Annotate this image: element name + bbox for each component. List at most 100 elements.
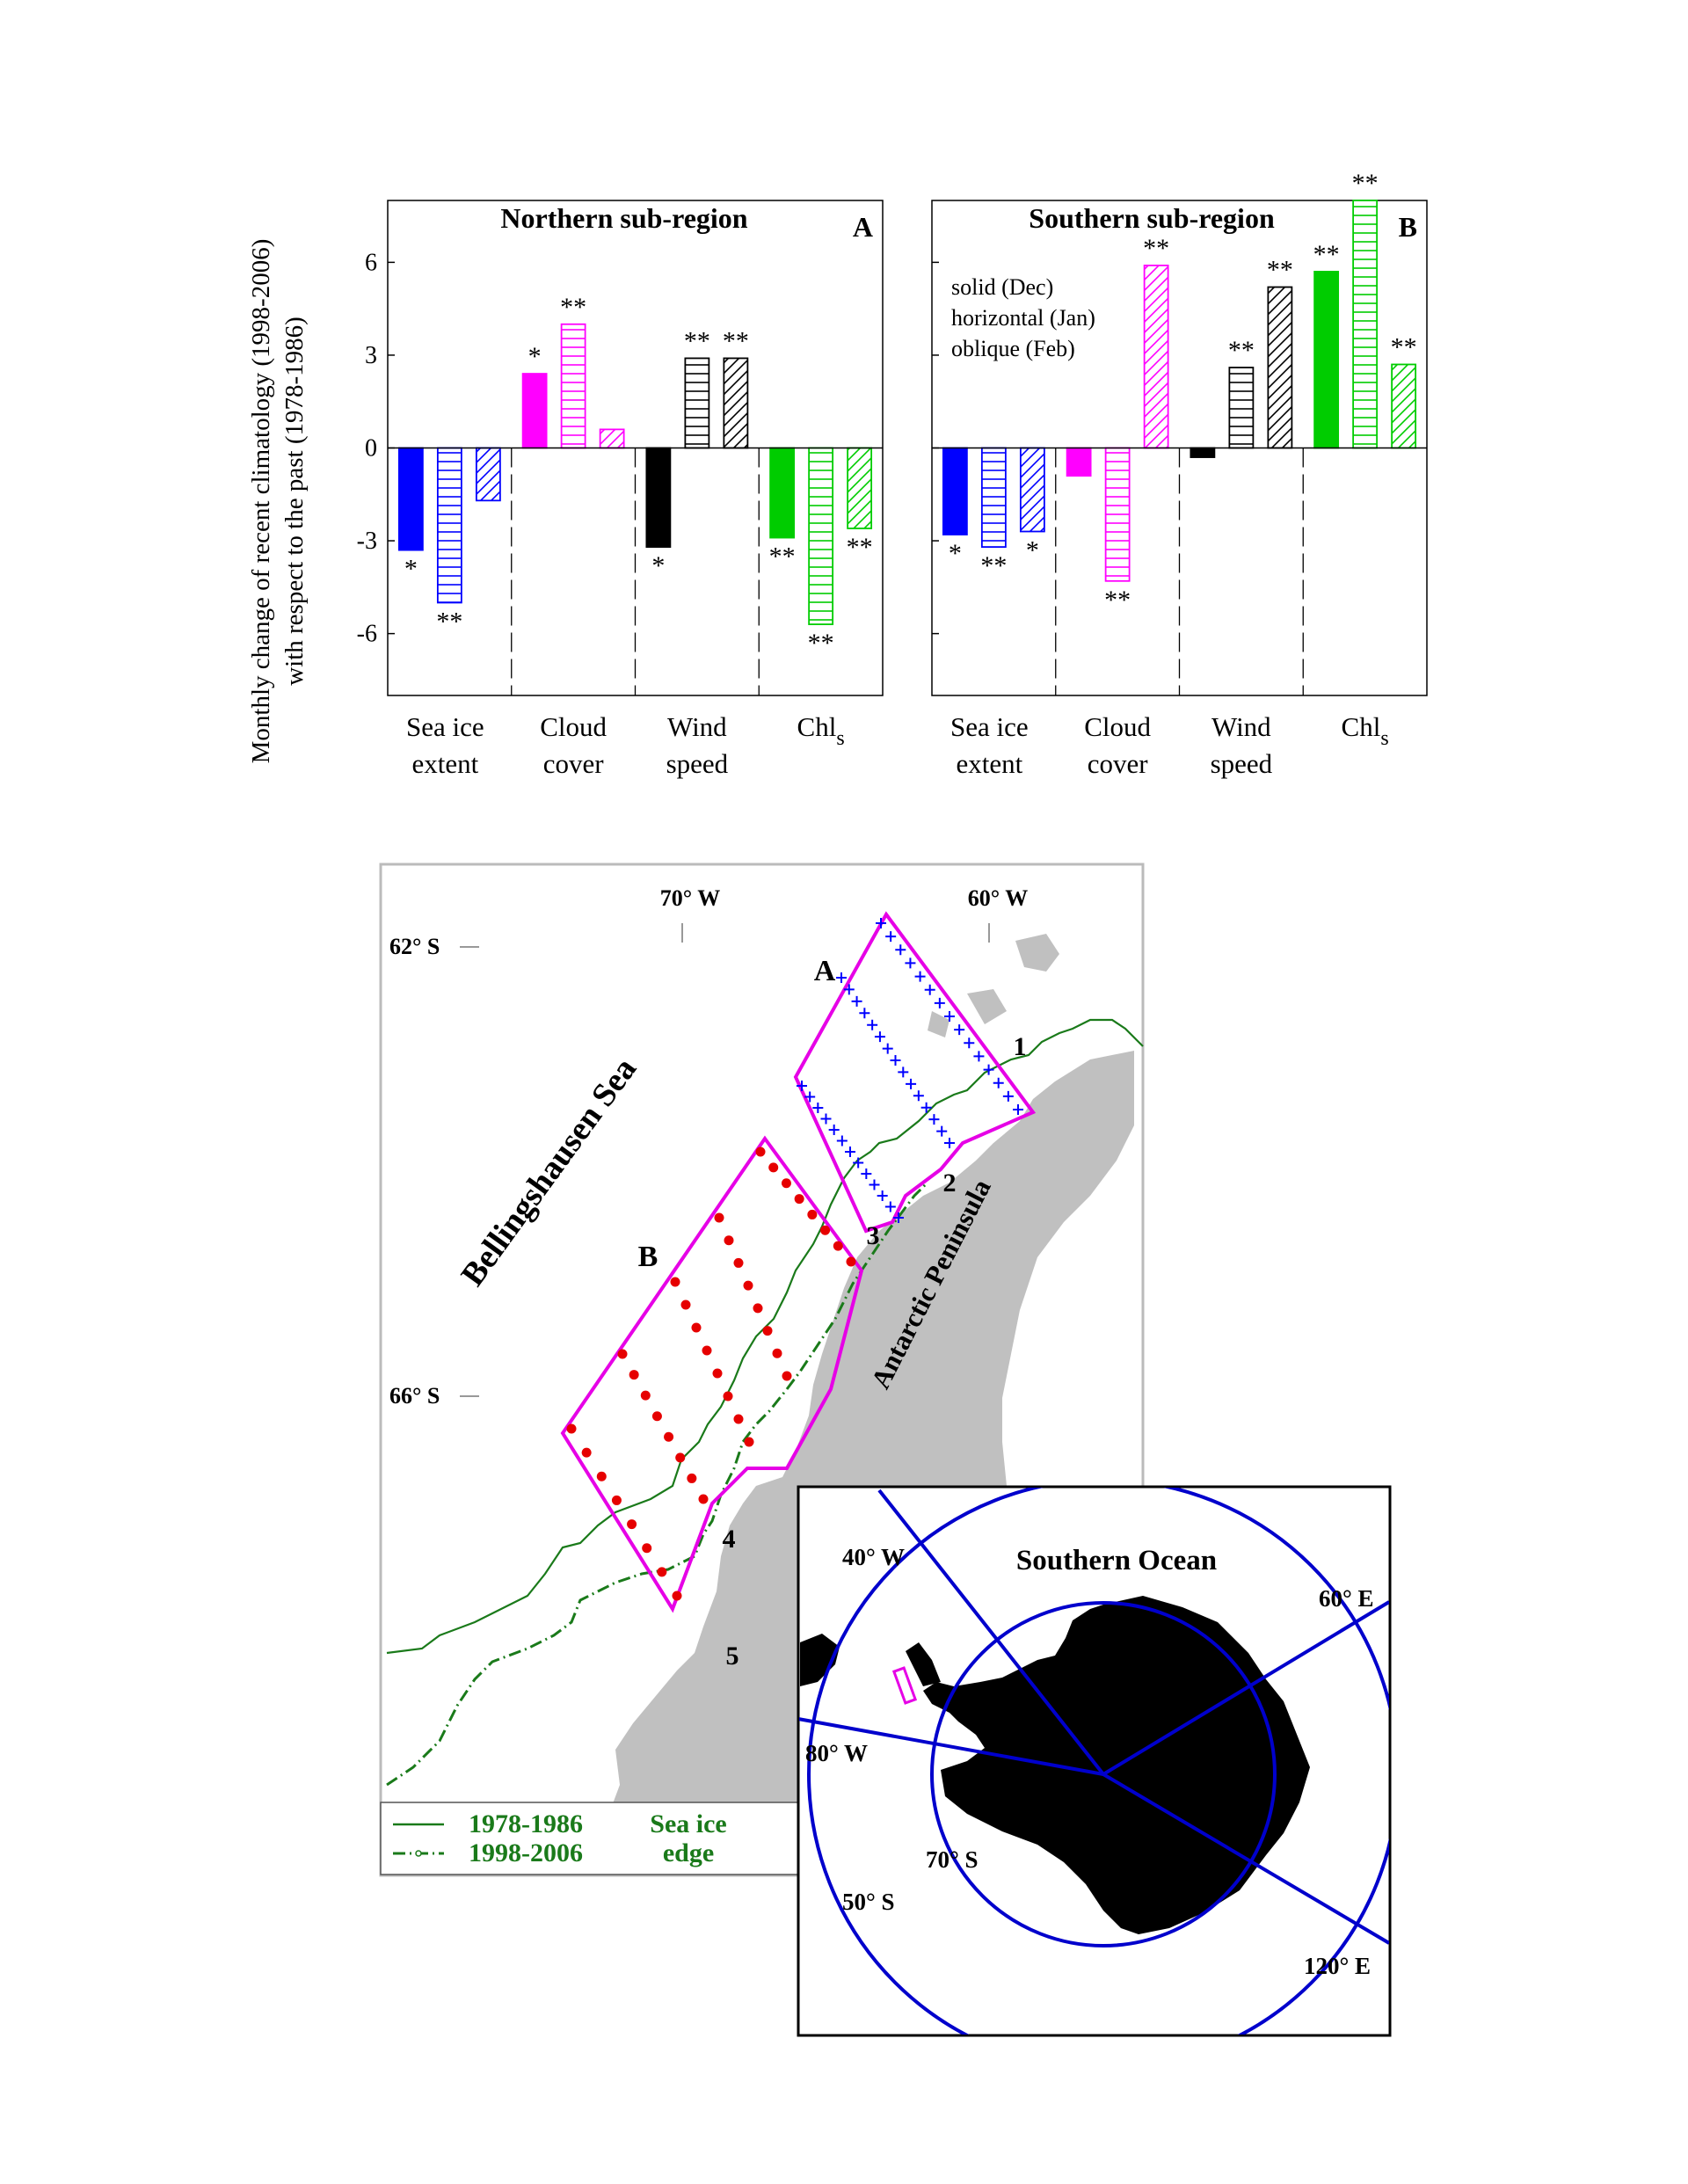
station-marker-A [876, 918, 886, 928]
station-marker-B [698, 1494, 709, 1504]
x-label-wind-line2: speed [1211, 748, 1273, 779]
legend-title-1: Sea ice [650, 1809, 726, 1838]
antarctic-peninsula-tip [906, 1642, 941, 1686]
inset-label-50s: 50° S [842, 1889, 895, 1915]
station-marker-A [983, 1064, 994, 1075]
bar-cloud-feb [599, 428, 625, 449]
station-marker-B [627, 1519, 637, 1530]
station-marker-B [651, 1411, 662, 1422]
stations-A [797, 918, 1023, 1223]
x-label-sea-ice: Sea ice [406, 711, 484, 742]
bar-sea-ice-dec [942, 447, 968, 535]
bar-chl-dec [1313, 271, 1340, 449]
station-marker-B [743, 1280, 753, 1291]
region-label-A: A [814, 955, 836, 987]
station-marker-A [964, 1037, 975, 1049]
y-tick-label: 6 [365, 249, 377, 276]
station-marker-A [804, 1091, 816, 1103]
x-label-chl: Chls [797, 711, 845, 750]
station-marker-A [890, 1055, 901, 1066]
station-marker-B [714, 1212, 724, 1223]
southern-ocean-inset: Southern Ocean 40° W 60° E 80° W 70° S 5… [797, 1485, 1392, 2037]
x-label-subscript: s [1380, 727, 1388, 750]
station-marker-A [905, 957, 916, 969]
station-marker-A [874, 1031, 885, 1043]
significance-mark: ** [1104, 586, 1131, 615]
significance-mark: ** [1228, 336, 1255, 365]
significance-mark: ** [847, 533, 873, 562]
station-marker-A [895, 944, 906, 956]
inset-label-80w: 80° W [805, 1740, 868, 1766]
x-label-chl: Chls [1342, 711, 1389, 750]
x-label-sea-ice-line2: extent [412, 748, 479, 779]
lon-label-60w: 60° W [968, 885, 1028, 911]
station-marker-B [640, 1390, 651, 1401]
bar-wind-feb [1267, 286, 1293, 449]
region-label-B: B [638, 1241, 658, 1273]
station-marker-B [712, 1368, 723, 1379]
site-number-3: 3 [867, 1221, 880, 1250]
bar-cloud-feb [1143, 264, 1169, 449]
station-marker-A [820, 1113, 832, 1125]
bar-chl-feb [1391, 363, 1417, 449]
station-marker-B [781, 1178, 791, 1189]
lat-label-66s: 66° S [389, 1383, 440, 1409]
station-marker-B [629, 1370, 639, 1380]
panel-letter: B [1399, 211, 1417, 243]
ice-edge-legend: 1978-1986 1998-2006 Sea ice edge [380, 1802, 804, 1875]
ice-edge-1978-1986-line [386, 1018, 1144, 1655]
bar-sea-ice-feb [475, 447, 501, 502]
station-marker-A [1002, 1090, 1014, 1102]
bar-sea-ice-jan [436, 447, 462, 604]
legend-box [380, 1802, 804, 1875]
chart-panel-northern: Northern sub-region A 630-3-6 ********* *… [357, 200, 884, 779]
bar-cloud-dec [521, 373, 548, 449]
y-axis-label-line2: with respect to the past (1978-1986) [280, 317, 309, 686]
bar-wind-jan [1228, 367, 1255, 449]
inset-label-40w: 40° W [842, 1544, 905, 1570]
station-marker-B [672, 1591, 682, 1601]
station-marker-A [885, 931, 897, 943]
significance-mark: ** [1143, 234, 1169, 263]
inset-label-60e: 60° E [1319, 1585, 1374, 1612]
station-marker-A [869, 1179, 880, 1190]
station-marker-A [845, 1147, 855, 1157]
station-marker-A [898, 1067, 909, 1078]
bar-wind-jan [684, 357, 710, 449]
station-marker-B [691, 1322, 702, 1333]
bars: ********* ******** [397, 293, 873, 658]
station-marker-B [753, 1303, 763, 1314]
station-marker-A [914, 971, 926, 982]
station-marker-A [884, 1201, 896, 1212]
station-marker-A [944, 1138, 955, 1148]
station-marker-B [820, 1225, 831, 1235]
legend-swatch-1998-marker [415, 1850, 422, 1857]
station-marker-A [893, 1212, 904, 1223]
station-marker-B [723, 1391, 733, 1401]
site-number-1: 1 [1014, 1032, 1027, 1061]
significance-mark: * [949, 539, 962, 568]
category-separators [511, 448, 760, 695]
station-marker-A [944, 1011, 955, 1022]
bars: * ***************** [942, 169, 1417, 615]
station-marker-A [859, 1008, 870, 1019]
bar-sea-ice-jan [980, 447, 1007, 548]
x-label-wind: Wind [667, 711, 727, 742]
significance-mark: * [528, 342, 542, 371]
station-marker-B [772, 1348, 782, 1358]
significance-mark: * [1026, 536, 1039, 565]
station-marker-B [807, 1209, 818, 1219]
station-marker-B [794, 1194, 804, 1205]
station-marker-B [724, 1235, 734, 1246]
significance-mark: ** [980, 551, 1007, 580]
region-A-polygon [793, 911, 1037, 1234]
legend-line-feb: oblique (Feb) [951, 336, 1075, 361]
station-marker-A [882, 1043, 893, 1054]
station-marker-A [828, 1125, 840, 1135]
significance-mark: ** [808, 629, 834, 658]
bar-wind-dec [645, 447, 672, 548]
station-marker-B [744, 1437, 754, 1447]
station-marker-A [936, 1125, 948, 1137]
station-marker-A [877, 1190, 888, 1201]
